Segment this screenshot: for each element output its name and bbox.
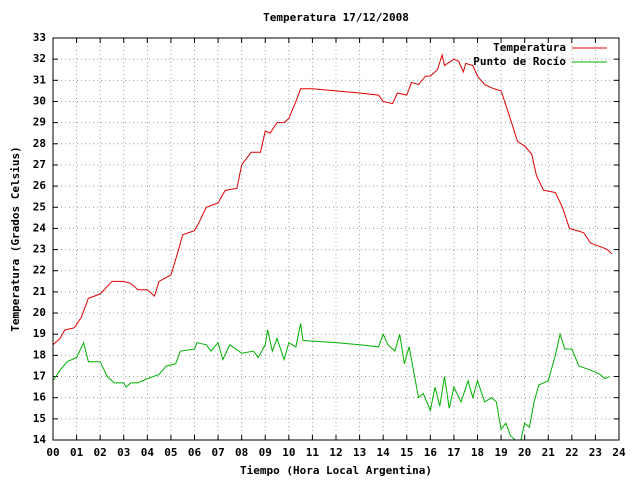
y-tick-label: 19 bbox=[33, 327, 46, 340]
y-tick-label: 20 bbox=[33, 306, 46, 319]
y-tick-label: 27 bbox=[33, 158, 46, 171]
x-tick-label: 11 bbox=[306, 446, 320, 459]
x-axis-label: Tiempo (Hora Local Argentina) bbox=[240, 464, 432, 477]
y-axis-label: Temperatura (Grados Celsius) bbox=[9, 146, 22, 331]
x-tick-label: 12 bbox=[329, 446, 342, 459]
y-tick-label: 16 bbox=[33, 391, 47, 404]
x-tick-label: 05 bbox=[164, 446, 177, 459]
y-tick-label: 17 bbox=[33, 370, 46, 383]
x-tick-label: 08 bbox=[235, 446, 248, 459]
y-tick-label: 30 bbox=[33, 94, 46, 107]
x-tick-label: 14 bbox=[377, 446, 391, 459]
y-tick-label: 31 bbox=[33, 73, 47, 86]
y-tick-label: 21 bbox=[33, 285, 47, 298]
series-line bbox=[53, 323, 610, 440]
x-tick-label: 13 bbox=[353, 446, 366, 459]
x-tick-label: 20 bbox=[518, 446, 531, 459]
x-tick-label: 22 bbox=[565, 446, 578, 459]
x-tick-label: 01 bbox=[70, 446, 84, 459]
y-tick-label: 14 bbox=[33, 433, 47, 446]
x-tick-label: 02 bbox=[94, 446, 107, 459]
y-tick-label: 22 bbox=[33, 264, 46, 277]
x-tick-label: 03 bbox=[117, 446, 130, 459]
y-tick-label: 26 bbox=[33, 179, 47, 192]
x-tick-label: 23 bbox=[589, 446, 602, 459]
plot-border bbox=[52, 37, 620, 441]
series-line bbox=[53, 53, 613, 346]
x-tick-label: 00 bbox=[46, 446, 59, 459]
y-tick-label: 32 bbox=[33, 52, 46, 65]
y-tick-label: 29 bbox=[33, 116, 46, 129]
x-tick-label: 18 bbox=[471, 446, 484, 459]
x-tick-label: 16 bbox=[424, 446, 438, 459]
legend-label: Temperatura bbox=[493, 41, 566, 54]
x-tick-label: 04 bbox=[141, 446, 155, 459]
x-tick-label: 07 bbox=[211, 446, 224, 459]
x-tick-label: 15 bbox=[400, 446, 413, 459]
x-tick-label: 10 bbox=[282, 446, 295, 459]
y-tick-label: 23 bbox=[33, 243, 46, 256]
x-tick-label: 17 bbox=[447, 446, 460, 459]
x-tick-label: 06 bbox=[188, 446, 202, 459]
y-tick-label: 18 bbox=[33, 348, 46, 361]
y-tick-label: 15 bbox=[33, 412, 46, 425]
y-tick-label: 33 bbox=[33, 31, 46, 44]
y-tick-label: 25 bbox=[33, 200, 46, 213]
x-tick-label: 21 bbox=[542, 446, 556, 459]
chart-title: Temperatura 17/12/2008 bbox=[263, 11, 409, 24]
legend-label: Punto de Rocío bbox=[473, 55, 566, 68]
x-tick-label: 19 bbox=[494, 446, 507, 459]
x-tick-label: 09 bbox=[259, 446, 272, 459]
y-tick-label: 28 bbox=[33, 137, 46, 150]
x-tick-label: 24 bbox=[612, 446, 626, 459]
y-tick-label: 24 bbox=[33, 221, 47, 234]
